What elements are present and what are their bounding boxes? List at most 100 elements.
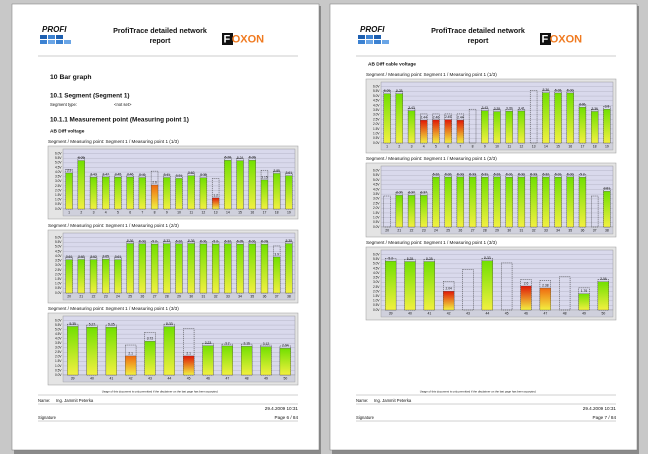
signature: Signature [38,415,57,420]
value-label: 5.28 [249,156,256,160]
bar [77,259,85,294]
disclaimer: Usage of this document is only permitted… [102,390,219,394]
category-label: 20 [67,294,71,298]
category-label: 5 [435,144,437,148]
bar [395,93,403,144]
y-tick-label: 0.5V [373,303,380,307]
category-label: 11 [507,144,511,148]
y-tick-label: 4.0V [55,254,62,258]
category-label: 24 [434,228,438,232]
value-label: 2.38 [542,283,549,287]
max-box [591,195,599,228]
value-label: 2.04 [445,287,452,291]
y-tick-label: 4.5V [55,165,62,169]
bar [187,243,195,294]
y-tick-label: 0.5V [373,136,380,140]
date: 29.4.2009 10:31 [583,406,617,411]
value-label: 5.33 [494,172,501,176]
logo-block [64,40,71,44]
bar [407,195,416,228]
value-label: 5.31 [200,239,207,243]
bar [89,259,98,294]
category-label: 42 [447,311,451,315]
y-tick-label: 2.5V [55,184,62,188]
category-label: 6 [447,144,449,148]
bar [175,243,183,294]
y-tick-label: 3.0V [55,263,62,267]
bar [285,243,293,294]
category-label: 3 [93,210,95,214]
value-label: 5.33 [469,172,476,176]
category-label: 37 [275,294,279,298]
disclaimer: Usage of this document is only permitted… [420,390,537,394]
y-tick-label: 5.5V [373,257,380,261]
y-tick-label: 1.5V [373,294,380,298]
category-label: 25 [128,294,132,298]
category-label: 25 [446,228,450,232]
category-label: 12 [520,144,524,148]
heading: 10.1 Segment (Segment 1) [50,93,130,100]
category-label: 18 [275,210,279,214]
bar [248,243,256,294]
value-label: 3.45 [115,173,122,177]
category-label: 39 [389,311,393,315]
category-label: 34 [556,228,560,232]
value-label: 3.37 [421,191,428,195]
category-label: 49 [264,376,268,380]
y-tick-label: 4.0V [373,187,380,191]
category-label: 33 [544,228,548,232]
bar [126,176,134,210]
category-label: 47 [225,376,229,380]
bar [138,177,146,210]
bar [444,176,452,228]
category-label: 37 [593,228,597,232]
value-label: 5.33 [164,239,171,243]
max-box [462,269,474,311]
value-label: 3.43 [482,106,489,110]
logo-block [40,40,47,44]
y-tick-label: 3.0V [373,113,380,117]
value-label: 5.3 [580,173,585,177]
category-label: 47 [543,311,547,315]
value-label: 5.35 [69,322,76,326]
value-label: 2.1 [186,351,191,355]
value-label: 3.62 [188,171,195,175]
bar [542,176,550,228]
y-tick-label: 4.5V [373,183,380,187]
category-label: 9 [166,210,168,214]
y-tick-label: 2.0V [373,122,380,126]
value-label: 3.43 [408,106,415,110]
value-label: 5.29 [237,240,244,244]
y-tick-label: 5.0V [55,161,62,165]
brand: F OXON [224,33,265,45]
category-label: 31 [520,228,524,232]
chart-title: Segment / Measuring point: Segment 1 / M… [366,240,497,245]
logo-text: PROFI [360,25,385,34]
bar [566,92,574,144]
bar [539,287,551,311]
value-label: 3.6 [605,105,610,109]
name: Ing. Jammit Peterka [374,398,412,403]
bar [163,243,171,294]
value-label: 2.46 [433,115,440,119]
category-label: 6 [129,210,131,214]
category-label: 43 [148,376,152,380]
bar [138,243,146,294]
bar [481,177,489,228]
logo-block [374,35,381,39]
bar [444,119,452,144]
bar [420,195,428,228]
bar [603,109,611,144]
y-tick-label: 0.0V [373,308,380,312]
value-label: 3.85 [273,169,280,173]
y-tick-label: 2.5V [373,117,380,121]
value-label: 5.31 [482,173,489,177]
category-label: 27 [153,294,157,298]
category-label: 26 [458,228,462,232]
value-label: 5.35 [286,239,293,243]
date: 29.4.2009 10:31 [265,406,299,411]
category-label: 13 [214,210,218,214]
category-label: 26 [140,294,144,298]
logo-block [56,40,63,44]
y-tick-label: 6.0V [55,235,62,239]
